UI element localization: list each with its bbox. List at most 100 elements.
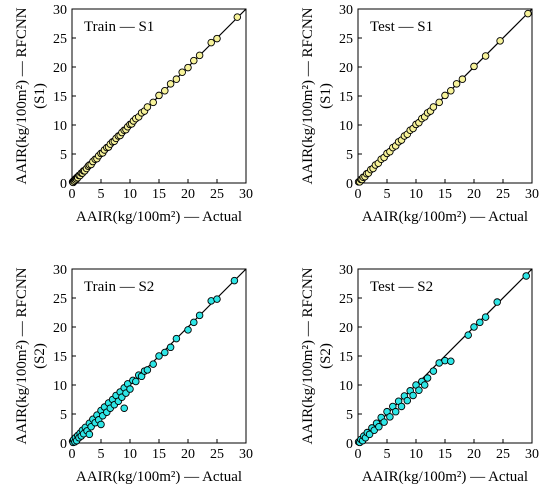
panel-label: Test — S1 (370, 19, 433, 35)
y-tick-label: 5 (60, 408, 67, 423)
data-point (178, 68, 186, 76)
x-tick-label: 10 (123, 187, 137, 202)
x-tick-label: 30 (525, 187, 539, 202)
data-points (68, 276, 239, 447)
y-tick-label: 20 (53, 61, 67, 76)
x-axis-label: AAIR(kg/100m²) — Actual (362, 469, 528, 485)
y-axis-label: AAIR(kg/100m²) — RFCNN (14, 267, 30, 444)
y-tick-label: 0 (60, 177, 67, 192)
y-tick-label: 25 (53, 292, 67, 307)
x-tick-label: 10 (123, 447, 137, 462)
data-point (464, 331, 472, 339)
y-tick-label: 30 (53, 263, 67, 278)
panel-train-s2: 0 5 10 15 20 25 30 0 5 10 15 20 25 30 Train — S2 AAIR(k… (14, 263, 253, 485)
data-point (190, 56, 198, 65)
y-axis-label: AAIR(kg/100m²) — RFCNN (14, 7, 30, 184)
x-axis-label: AAIR(kg/100m²) — Actual (76, 209, 242, 225)
y-axis-sublabel: (S1) (318, 83, 334, 109)
y-axis-sublabel: (S2) (32, 343, 48, 369)
data-point (470, 62, 478, 71)
data-points (354, 9, 532, 186)
y-axis-label: AAIR(kg/100m²) — RFCNN (300, 267, 316, 444)
data-point (195, 51, 204, 60)
data-point (493, 298, 501, 306)
data-point (161, 87, 169, 95)
data-point (429, 367, 438, 375)
data-point (230, 276, 239, 285)
panel-label: Test — S2 (370, 279, 433, 295)
data-point (207, 38, 215, 47)
data-point (166, 343, 175, 352)
data-point (172, 334, 181, 343)
data-point (184, 326, 192, 334)
y-tick-label: 5 (346, 148, 353, 163)
data-point (481, 52, 490, 60)
x-tick-label: 0 (69, 187, 76, 202)
x-tick-label: 25 (496, 187, 510, 202)
data-point (429, 103, 438, 111)
data-point (126, 385, 134, 393)
x-tick-label: 20 (467, 447, 481, 462)
data-point (213, 34, 221, 43)
x-tick-label: 15 (152, 447, 166, 462)
data-point (423, 374, 432, 382)
x-tick-label: 0 (69, 447, 76, 462)
data-point (155, 352, 163, 360)
x-tick-label: 25 (210, 447, 224, 462)
data-point (233, 13, 242, 21)
x-tick-label: 20 (467, 187, 481, 202)
x-tick-label: 15 (438, 187, 452, 202)
data-point (184, 63, 192, 72)
x-tick-label: 5 (98, 447, 105, 462)
data-point (143, 103, 152, 111)
data-point (132, 377, 140, 386)
x-axis-label: AAIR(kg/100m²) — Actual (362, 209, 528, 225)
y-tick-label: 10 (53, 379, 67, 394)
y-axis-label: AAIR(kg/100m²) — RFCNN (300, 7, 316, 184)
data-point (375, 423, 383, 431)
data-point (420, 381, 429, 389)
data-point (447, 87, 455, 95)
data-point (190, 318, 198, 327)
panel-label: Train — S2 (84, 279, 154, 295)
x-tick-label: 0 (355, 187, 362, 202)
panel-test-s1: 0 5 10 15 20 25 30 0 5 10 15 20 25 30 Test — S1 AAIR(kg… (300, 3, 539, 225)
data-point (522, 272, 530, 280)
x-tick-label: 25 (496, 447, 510, 462)
data-point (524, 9, 532, 18)
y-tick-label: 5 (346, 408, 353, 423)
x-tick-label: 5 (384, 447, 391, 462)
data-point (458, 75, 467, 83)
data-point (155, 91, 163, 100)
data-point (120, 404, 128, 412)
data-point (481, 313, 490, 321)
y-tick-label: 25 (53, 32, 67, 47)
y-axis-sublabel: (S1) (32, 83, 48, 109)
y-tick-label: 10 (339, 119, 353, 134)
data-point (403, 396, 412, 405)
data-point (380, 418, 388, 426)
data-point (166, 80, 175, 88)
y-tick-label: 25 (339, 32, 353, 47)
panel-test-s2: 0 5 10 15 20 25 30 0 5 10 15 20 25 30 Test — S2 AAIR(kg… (300, 263, 539, 485)
data-point (149, 360, 157, 368)
data-point (365, 430, 374, 439)
x-tick-label: 30 (239, 187, 253, 202)
x-tick-label: 0 (355, 447, 362, 462)
y-tick-label: 0 (346, 177, 353, 192)
data-point (409, 391, 417, 400)
data-point (391, 407, 400, 416)
panel-train-s1: 0 5 10 15 20 25 30 0 5 10 15 20 25 30 Train — S1 AAIR(k… (14, 3, 253, 225)
data-point (161, 348, 169, 357)
y-tick-label: 30 (339, 3, 353, 18)
data-point (435, 98, 443, 107)
x-tick-label: 5 (98, 187, 105, 202)
x-tick-label: 10 (409, 447, 423, 462)
data-point (415, 386, 423, 394)
y-tick-label: 15 (339, 350, 353, 365)
y-tick-label: 5 (60, 148, 67, 163)
x-tick-label: 20 (181, 187, 195, 202)
data-point (397, 402, 406, 411)
x-tick-label: 20 (181, 447, 195, 462)
